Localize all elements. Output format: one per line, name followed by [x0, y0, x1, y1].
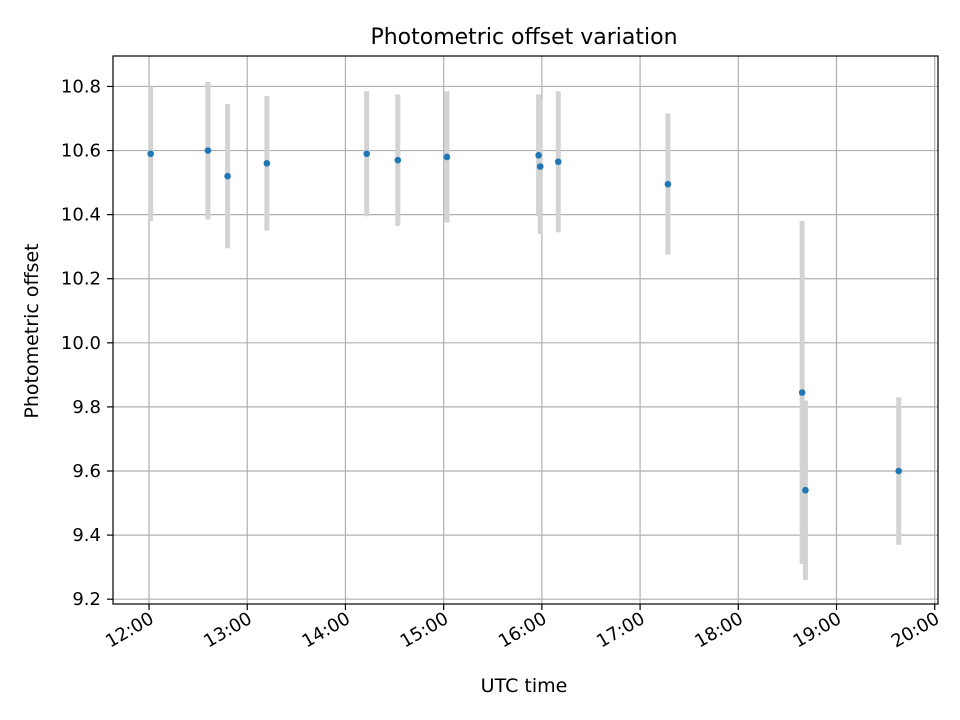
data-point — [536, 163, 544, 170]
y-tick-label: 9.8 — [72, 397, 101, 418]
data-point — [363, 150, 371, 158]
data-point — [443, 153, 451, 161]
data-point — [147, 150, 154, 158]
y-tick-label: 9.6 — [72, 461, 101, 482]
data-point — [204, 147, 212, 154]
plot-area-frame — [112, 55, 939, 605]
data-point — [535, 152, 542, 159]
y-tick-label: 10.8 — [61, 76, 101, 97]
data-point — [802, 486, 809, 494]
y-tick-label: 10.6 — [61, 141, 101, 162]
data-point — [664, 180, 672, 188]
y-tick-label: 10.0 — [61, 333, 101, 354]
y-tick-label: 9.2 — [72, 589, 101, 610]
data-point — [263, 160, 271, 167]
data-points — [147, 147, 903, 494]
data-point — [798, 389, 806, 396]
data-point — [554, 158, 562, 166]
chart-title: Photometric offset variation — [370, 25, 677, 50]
data-point — [224, 172, 231, 180]
y-tick-label: 10.2 — [61, 269, 101, 290]
y-tick-label: 10.4 — [61, 205, 101, 226]
y-axis-ticks: 9.2 9.4 9.6 9.8 10.0 10.2 10.4 10.6 10.8 — [61, 76, 113, 610]
y-axis-label: Photometric offset — [21, 243, 43, 418]
data-point — [394, 156, 402, 164]
data-point — [895, 467, 903, 475]
y-tick-label: 9.4 — [72, 525, 101, 546]
x-axis-label: UTC time — [481, 675, 568, 697]
